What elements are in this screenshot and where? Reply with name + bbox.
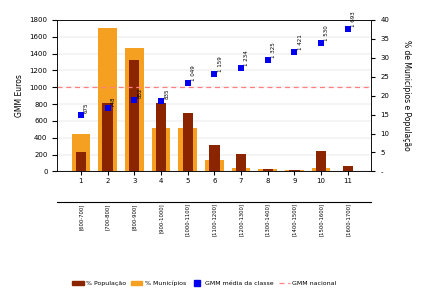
Point [158,99,164,103]
Bar [152,128,170,171]
Bar [232,168,250,171]
Point [238,65,245,70]
Point [318,40,325,45]
Bar [312,168,331,171]
Text: 748: 748 [111,96,116,107]
Point [131,97,138,102]
Bar [285,170,304,171]
Bar [178,128,197,171]
Text: 1 234: 1 234 [244,50,249,66]
Bar [262,169,273,171]
Text: 1 325: 1 325 [271,42,276,58]
Bar [129,60,139,171]
Bar [76,152,86,171]
Point [184,81,191,86]
Bar [343,166,353,171]
Text: 1 421: 1 421 [298,34,302,50]
Text: 835: 835 [164,89,169,99]
Y-axis label: % de Municípios e População: % de Municípios e População [402,40,411,151]
Y-axis label: GMM Euros: GMM Euros [15,74,24,117]
Point [345,27,351,31]
Bar [156,103,166,171]
Text: 1 530: 1 530 [324,25,329,41]
Bar [236,154,246,171]
Point [104,106,111,111]
Point [291,49,298,54]
Bar [98,27,117,171]
Legend: % População, % Municípios, GMM média da classe, GMM nacional: % População, % Municípios, GMM média da … [70,278,339,289]
Point [78,112,84,117]
Bar [316,151,326,171]
Bar [183,113,193,171]
Text: 1 049: 1 049 [191,66,196,81]
Point [265,58,271,62]
Bar [125,48,144,171]
Text: 852: 852 [138,88,142,98]
Bar [72,134,90,171]
Text: 1 159: 1 159 [218,56,222,72]
Bar [289,170,299,171]
Point [211,72,218,76]
Bar [259,169,277,171]
Text: 675: 675 [84,102,89,113]
Bar [103,103,113,171]
Bar [205,160,224,171]
Bar [209,145,219,171]
Text: 1 693: 1 693 [351,12,356,27]
